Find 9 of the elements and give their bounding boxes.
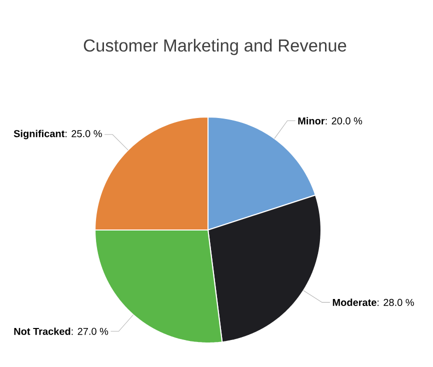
slice-label: Minor	[298, 117, 325, 124]
data-label: : 25.0 %	[66, 130, 102, 138]
slice-label: Moderate	[332, 298, 376, 306]
data-label: : 20.0 %	[326, 117, 362, 124]
chart-title: Customer Marketing and Revenue	[84, 38, 346, 56]
data-label: : 27.0 %	[72, 328, 108, 335]
data-label: : 28.0 %	[378, 298, 414, 306]
slice-label: Significant	[14, 130, 65, 140]
slice-label: Not Tracked	[14, 328, 70, 335]
